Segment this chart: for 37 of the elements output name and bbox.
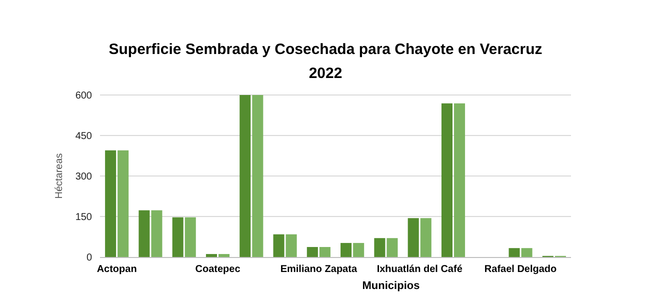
y-tick-label: 450	[75, 131, 92, 142]
bar	[184, 217, 196, 257]
bar	[454, 103, 466, 257]
bar	[374, 238, 386, 257]
bar	[240, 95, 251, 257]
bar	[408, 218, 419, 257]
bar	[386, 238, 398, 257]
bar	[353, 242, 364, 257]
bar	[319, 247, 330, 257]
x-tick-label: Actopan	[96, 264, 137, 275]
bar	[420, 218, 432, 257]
y-tick-label: 600	[75, 90, 92, 102]
y-axis-title: Héctareas	[54, 153, 65, 199]
bar	[508, 248, 520, 257]
bar	[273, 234, 284, 257]
bar	[252, 95, 264, 257]
y-tick-label: 300	[75, 172, 92, 182]
bar	[138, 210, 150, 257]
bar	[151, 210, 162, 257]
x-tick-label: Ixhuatlán del Café	[376, 264, 463, 275]
x-tick-label: Coatepec	[195, 264, 241, 275]
y-tick-label: 0	[86, 252, 92, 264]
bar	[218, 254, 230, 257]
bar	[521, 248, 532, 257]
bar	[340, 242, 352, 257]
bar	[286, 234, 297, 257]
x-tick-label: Emiliano Zapata	[280, 264, 358, 275]
bar	[172, 217, 184, 257]
y-tick-label: 150	[75, 212, 92, 223]
bar	[118, 150, 129, 257]
bar	[206, 254, 217, 257]
bar	[105, 150, 116, 257]
bar	[441, 103, 452, 257]
chart-title: Superficie Sembrada y Cosechada para Chayote en Veracruz 2022	[108, 41, 542, 82]
x-axis-title: Municipios	[362, 280, 420, 292]
x-tick-label: Rafael Delgado	[484, 264, 557, 275]
bar	[306, 247, 318, 257]
